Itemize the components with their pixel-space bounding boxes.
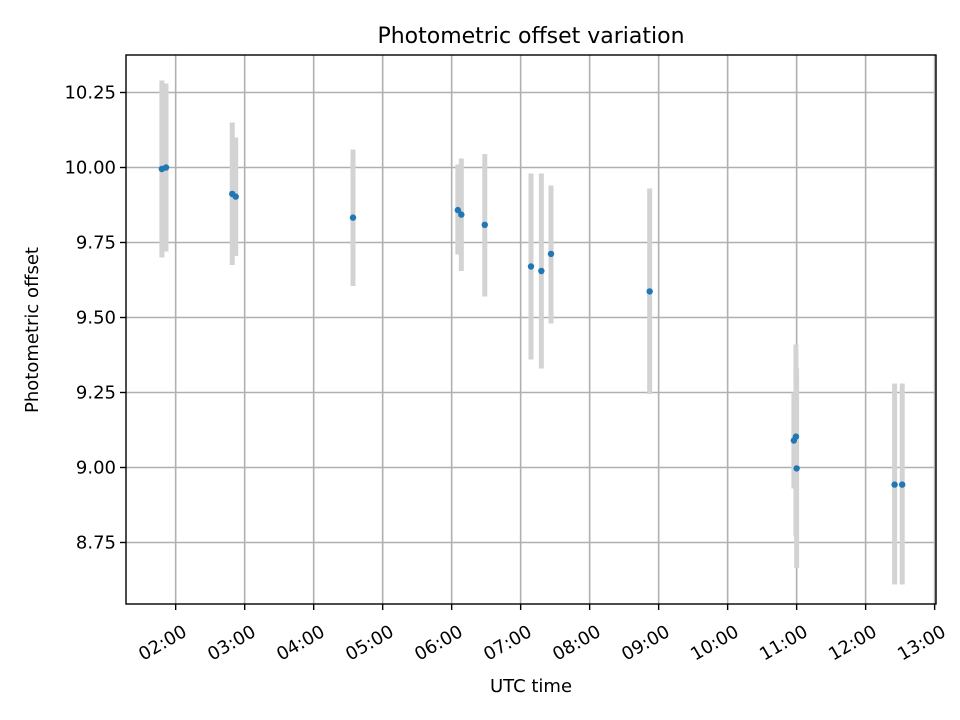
y-axis-label: Photometric offset xyxy=(22,247,43,413)
y-tick-label: 9.00 xyxy=(76,458,116,479)
y-tick-label: 9.75 xyxy=(76,233,116,254)
data-point xyxy=(527,263,535,270)
y-tick-label: 9.50 xyxy=(76,308,116,329)
data-point xyxy=(481,221,488,228)
y-tick-label: 8.75 xyxy=(76,533,116,554)
data-point xyxy=(792,433,800,440)
data-point xyxy=(547,250,555,258)
y-tick-label: 10.00 xyxy=(64,158,116,179)
point-layer xyxy=(158,164,906,488)
data-point xyxy=(793,465,800,472)
data-point xyxy=(538,267,545,275)
data-point xyxy=(232,193,239,200)
chart-title: Photometric offset variation xyxy=(377,24,684,49)
data-point xyxy=(162,164,170,171)
plot-frame xyxy=(125,54,937,605)
y-tick-label: 10.25 xyxy=(64,83,116,104)
data-point xyxy=(454,206,462,214)
y-tick-label: 9.25 xyxy=(76,383,116,404)
data-point xyxy=(646,288,653,295)
data-point xyxy=(349,214,357,221)
data-point xyxy=(458,211,465,218)
data-point xyxy=(898,481,906,488)
data-point xyxy=(891,481,898,488)
x-axis-label: UTC time xyxy=(490,676,572,697)
